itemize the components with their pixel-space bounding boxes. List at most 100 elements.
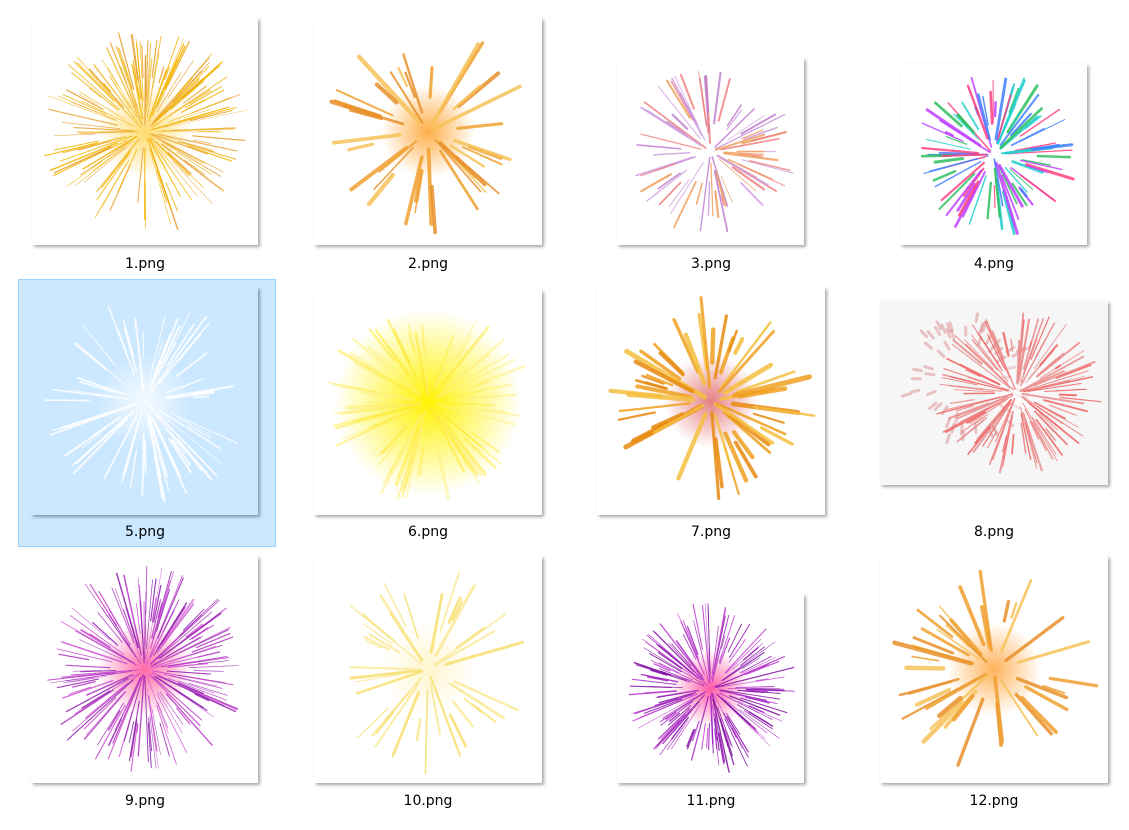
spark xyxy=(707,181,711,216)
spark xyxy=(433,411,479,477)
thumbnail[interactable] xyxy=(880,556,1108,783)
spark xyxy=(72,680,96,688)
spark xyxy=(720,137,780,151)
spark xyxy=(640,173,672,193)
spark xyxy=(331,132,402,145)
spark xyxy=(149,611,213,666)
file-name[interactable]: 8.png xyxy=(973,524,1014,540)
spark xyxy=(1007,149,1073,155)
spark xyxy=(722,362,774,395)
thumbnail[interactable] xyxy=(31,556,258,783)
spark xyxy=(744,696,770,704)
spark xyxy=(380,430,415,494)
spark xyxy=(711,692,735,766)
spark xyxy=(948,321,954,333)
spark xyxy=(643,647,705,685)
spark xyxy=(408,324,418,358)
thumbnail[interactable] xyxy=(617,58,804,245)
thumbnail[interactable] xyxy=(900,64,1087,245)
spark xyxy=(184,686,239,710)
spark xyxy=(156,43,185,106)
spark xyxy=(164,385,234,399)
thumbnail[interactable] xyxy=(314,290,542,515)
spark xyxy=(96,138,140,192)
file-name[interactable]: 10.png xyxy=(403,793,453,809)
spark xyxy=(686,728,696,750)
spark xyxy=(182,608,205,631)
file-name[interactable]: 12.png xyxy=(969,793,1019,809)
spark xyxy=(155,588,171,632)
spark xyxy=(101,149,132,189)
spark xyxy=(146,36,162,118)
spark xyxy=(81,433,101,449)
spark xyxy=(150,106,237,131)
spark xyxy=(80,628,107,646)
spark xyxy=(151,133,208,155)
spark xyxy=(86,673,134,696)
spark xyxy=(666,79,691,119)
spark xyxy=(996,77,1026,145)
spark xyxy=(56,678,99,689)
spark xyxy=(149,715,157,769)
file-name[interactable]: 3.png xyxy=(690,256,731,272)
spark xyxy=(715,402,787,436)
spark xyxy=(908,680,953,695)
file-name[interactable]: 6.png xyxy=(407,524,448,540)
spark xyxy=(934,160,982,188)
spark xyxy=(712,698,730,773)
spark xyxy=(149,133,224,173)
thumbnail[interactable] xyxy=(617,594,804,783)
thumbnail[interactable] xyxy=(314,556,542,783)
spark xyxy=(743,664,767,676)
spark xyxy=(626,391,695,403)
thumbnail[interactable] xyxy=(32,18,258,245)
spark xyxy=(75,630,138,666)
spark xyxy=(657,689,699,698)
spark xyxy=(77,130,139,133)
spark xyxy=(900,392,912,398)
spark xyxy=(955,405,974,412)
file-name[interactable]: 1.png xyxy=(124,256,165,272)
spark xyxy=(414,168,424,204)
thumbnail[interactable] xyxy=(31,287,258,515)
spark xyxy=(713,71,722,125)
spark xyxy=(921,700,965,744)
spark xyxy=(727,158,774,181)
spark xyxy=(115,572,139,649)
firework-image xyxy=(635,70,794,233)
spark xyxy=(1054,364,1062,370)
spark xyxy=(1031,416,1057,455)
file-name[interactable]: 2.png xyxy=(407,256,448,272)
spark xyxy=(1032,421,1054,460)
thumbnail[interactable] xyxy=(597,287,825,515)
file-name[interactable]: 7.png xyxy=(690,524,731,540)
firework-image xyxy=(892,569,1099,767)
file-name[interactable]: 5.png xyxy=(124,524,165,540)
thumbnail[interactable] xyxy=(880,301,1108,485)
spark xyxy=(374,682,420,749)
spark xyxy=(712,606,726,676)
spark xyxy=(177,607,227,646)
spark xyxy=(656,643,699,679)
spark xyxy=(71,607,111,641)
spark xyxy=(447,596,462,624)
spark xyxy=(83,326,116,366)
spark xyxy=(429,682,442,736)
spark xyxy=(368,633,401,654)
file-name[interactable]: 9.png xyxy=(124,793,165,809)
spark xyxy=(348,351,397,384)
spark xyxy=(193,670,224,672)
thumbnail[interactable] xyxy=(314,18,542,245)
spark xyxy=(637,696,695,729)
spark xyxy=(153,111,213,130)
spark xyxy=(144,675,149,763)
spark xyxy=(718,329,776,393)
spark xyxy=(47,95,117,122)
file-name[interactable]: 4.png xyxy=(973,256,1014,272)
spark xyxy=(148,717,153,752)
spark xyxy=(945,417,952,428)
file-name[interactable]: 11.png xyxy=(686,793,736,809)
spark xyxy=(149,148,171,224)
firework-image xyxy=(44,32,247,231)
spark xyxy=(714,731,720,766)
